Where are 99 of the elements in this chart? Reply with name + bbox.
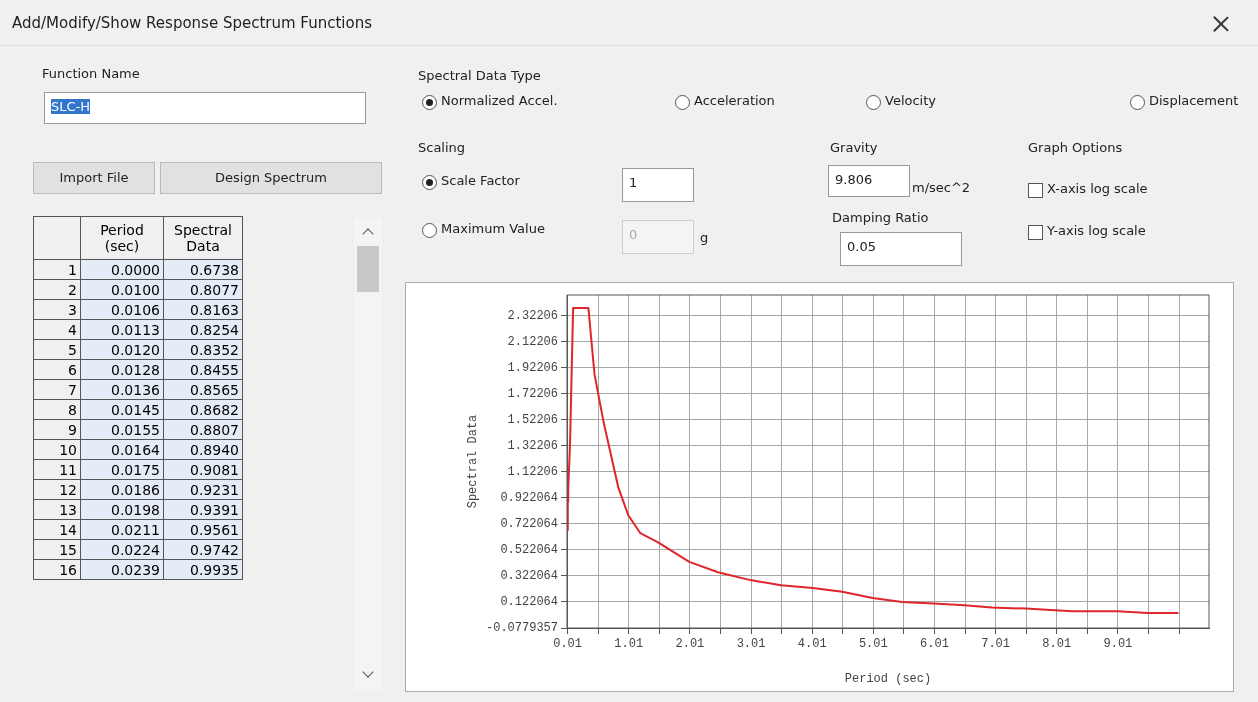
y-tick-label: 0.722064 — [500, 517, 558, 532]
text: 8 — [33, 399, 81, 420]
text: 0.8077 — [163, 279, 243, 300]
text: 0.0239 — [80, 559, 164, 580]
text: 0.0186 — [80, 479, 164, 500]
text: 0.8455 — [163, 359, 243, 380]
text: 0.0211 — [80, 519, 164, 540]
x-axis-title: Period (sec) — [844, 671, 932, 686]
y-tick-label: 0.522064 — [500, 543, 558, 558]
text: Scaling — [418, 140, 466, 155]
text: 2 — [33, 279, 81, 300]
text: 6 — [33, 359, 81, 380]
text-field: 1 — [622, 168, 694, 202]
text: 0.0128 — [80, 359, 164, 380]
text: Period (sec) — [80, 216, 164, 260]
text: g — [700, 230, 709, 245]
text: 9 — [33, 419, 81, 440]
text: m/sec^2 — [912, 180, 971, 195]
text: 0.8682 — [163, 399, 243, 420]
y-tick-label: 1.72206 — [507, 386, 558, 401]
text: 0.9081 — [163, 459, 243, 480]
x-tick-label: 9.01 — [1103, 637, 1133, 652]
text-field: 0.05 — [840, 232, 962, 266]
text: 0.9935 — [163, 559, 243, 580]
text: Spectral Data Type — [418, 68, 541, 83]
text: 0.0106 — [80, 299, 164, 320]
text: Damping Ratio — [832, 210, 929, 225]
text: 5 — [33, 339, 81, 360]
text: 0.0164 — [80, 439, 164, 460]
x-tick-label: 7.01 — [981, 637, 1011, 652]
text: 0.0136 — [80, 379, 164, 400]
text: Displacement — [1149, 93, 1239, 108]
text: X-axis log scale — [1047, 181, 1148, 196]
text: Scale Factor — [441, 173, 520, 188]
y-tick-label: 0.322064 — [500, 569, 558, 584]
x-tick-label: 0.01 — [553, 637, 583, 652]
text: 16 — [33, 559, 81, 580]
x-tick-label: 5.01 — [858, 637, 888, 652]
y-tick-label: 1.52206 — [507, 412, 558, 427]
text: 0.9561 — [163, 519, 243, 540]
button: Design Spectrum — [160, 162, 382, 194]
text: 0.0224 — [80, 539, 164, 560]
text: 11 — [33, 459, 81, 480]
x-tick-label: 6.01 — [920, 637, 949, 652]
text: 12 — [33, 479, 81, 500]
text: 0.0000 — [80, 259, 164, 280]
text-field: SLC-H — [44, 92, 366, 124]
x-tick-label: 8.01 — [1042, 637, 1072, 652]
text: Function Name — [42, 66, 140, 81]
text: Maximum Value — [441, 221, 545, 236]
text: Normalized Accel. — [441, 93, 558, 108]
text: 0.8940 — [163, 439, 243, 460]
text: 4 — [33, 319, 81, 340]
text: 0.6738 — [163, 259, 243, 280]
text: 1 — [33, 259, 81, 280]
x-tick-label: 3.01 — [736, 637, 766, 652]
text-field: 0 — [622, 220, 694, 254]
y-tick-label: 1.32206 — [507, 438, 558, 453]
x-tick-label: 1.01 — [614, 637, 644, 652]
x-tick-label: 2.01 — [675, 637, 705, 652]
y-axis-title: Spectral Data — [466, 414, 481, 509]
text: 0.0120 — [80, 339, 164, 360]
text: Graph Options — [1028, 140, 1123, 155]
text: Gravity — [830, 140, 878, 155]
text: 0.0175 — [80, 459, 164, 480]
text: 0.9231 — [163, 479, 243, 500]
text: 0.0155 — [80, 419, 164, 440]
text: 0.0145 — [80, 399, 164, 420]
text: Add/Modify/Show Response Spectrum Functions — [12, 14, 372, 32]
text: 3 — [33, 299, 81, 320]
text: 0.8254 — [163, 319, 243, 340]
text: 10 — [33, 439, 81, 460]
text: 0.8807 — [163, 419, 243, 440]
text: 0.0100 — [80, 279, 164, 300]
y-tick-label: 0.922064 — [500, 490, 558, 505]
text: Acceleration — [694, 93, 775, 108]
text: 0.8352 — [163, 339, 243, 360]
text: 15 — [33, 539, 81, 560]
text: 0.0113 — [80, 319, 164, 340]
text: 0.8163 — [163, 299, 243, 320]
y-tick-label: 1.12206 — [507, 464, 558, 479]
text-field: 9.806 — [828, 165, 910, 197]
y-tick-label: 0.122064 — [500, 595, 558, 610]
y-tick-label: 2.12206 — [507, 334, 558, 349]
text: 0.8565 — [163, 379, 243, 400]
text: Y-axis log scale — [1047, 223, 1146, 238]
y-tick-label: 2.32206 — [507, 308, 558, 323]
x-tick-label: 4.01 — [797, 637, 827, 652]
text: 13 — [33, 499, 81, 520]
y-tick-label: 1.92206 — [507, 360, 558, 375]
text: 7 — [33, 379, 81, 400]
text: Velocity — [885, 93, 936, 108]
button: Import File — [33, 162, 155, 194]
y-tick-label: -0.0779357 — [485, 621, 558, 636]
text: 0.9742 — [163, 539, 243, 560]
text: 0.9391 — [163, 499, 243, 520]
text: Spectral Data — [163, 216, 243, 260]
text: 14 — [33, 519, 81, 540]
text: 0.0198 — [80, 499, 164, 520]
